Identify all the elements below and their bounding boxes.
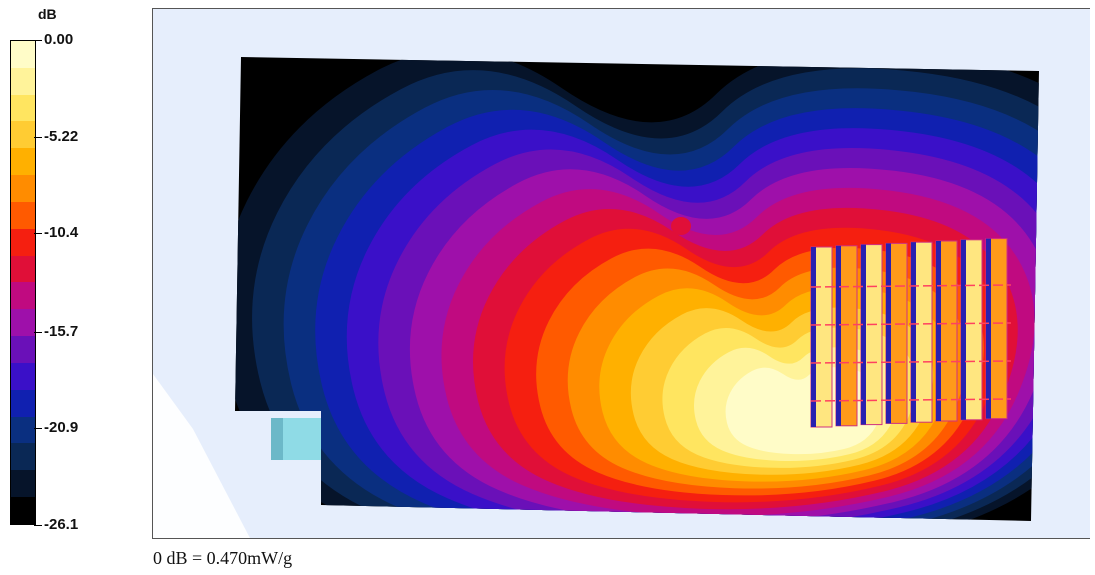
probe-column-shade xyxy=(836,245,841,426)
colorbar-tick-label: -15.7 xyxy=(44,322,79,340)
colorbar-band xyxy=(11,282,35,310)
colorbar xyxy=(10,40,36,525)
colorbar-band xyxy=(11,228,35,256)
contour-field xyxy=(235,57,1039,521)
colorbar-band xyxy=(11,336,35,363)
probe-column-shade xyxy=(986,238,991,419)
colorbar-band xyxy=(11,389,35,417)
colorbar-band xyxy=(11,175,35,202)
contour-level xyxy=(725,367,883,455)
probe-column-shade xyxy=(861,244,866,425)
colorbar-tick xyxy=(34,40,42,41)
probe-row-line xyxy=(810,398,1012,402)
colorbar-band xyxy=(11,201,35,229)
colorbar-tick-label: -10.4 xyxy=(44,224,79,242)
colorbar-tick-label: -26.1 xyxy=(44,516,79,533)
probe-column-shade xyxy=(961,239,966,420)
probe-column-shade xyxy=(811,247,816,427)
phantom-block-edge xyxy=(271,418,283,460)
probe-column-shade xyxy=(936,241,941,421)
colorbar-band xyxy=(11,94,35,122)
contour-spot xyxy=(671,217,691,235)
colorbar-band xyxy=(11,497,35,524)
colorbar-tick xyxy=(34,428,42,430)
colorbar-tick xyxy=(34,331,42,333)
colorbar-band xyxy=(11,67,35,95)
colorbar-unit-label: dB xyxy=(38,6,57,22)
colorbar-band xyxy=(11,148,35,176)
colorbar-band xyxy=(11,121,35,149)
colorbar-tick xyxy=(34,137,42,138)
phantom-shadow xyxy=(153,374,250,538)
colorbar-band xyxy=(11,41,35,68)
probe-column-shade xyxy=(886,243,891,424)
reference-note: 0 dB = 0.470mW/g xyxy=(153,548,293,568)
colorbar-band xyxy=(11,416,35,444)
colorbar-band xyxy=(11,470,35,498)
colorbar-band xyxy=(11,443,35,471)
colorbar-tick xyxy=(34,525,42,526)
colorbar-band xyxy=(11,309,35,337)
colorbar-tick-label: 0.00 xyxy=(44,31,74,48)
sar-heatmap-plot xyxy=(152,8,1090,539)
probe-row-line xyxy=(810,322,1012,326)
colorbar-tick xyxy=(34,233,42,235)
colorbar-tick-label: -5.22 xyxy=(44,128,79,145)
colorbar-band xyxy=(11,362,35,390)
probe-row-line xyxy=(810,360,1012,364)
colorbar-band xyxy=(11,255,35,283)
probe-column-shade xyxy=(911,242,916,423)
probe-grid xyxy=(810,238,1012,428)
colorbar-tick-label: -20.9 xyxy=(44,419,79,437)
probe-row-line xyxy=(810,284,1012,288)
heatmap-svg xyxy=(153,57,1039,538)
